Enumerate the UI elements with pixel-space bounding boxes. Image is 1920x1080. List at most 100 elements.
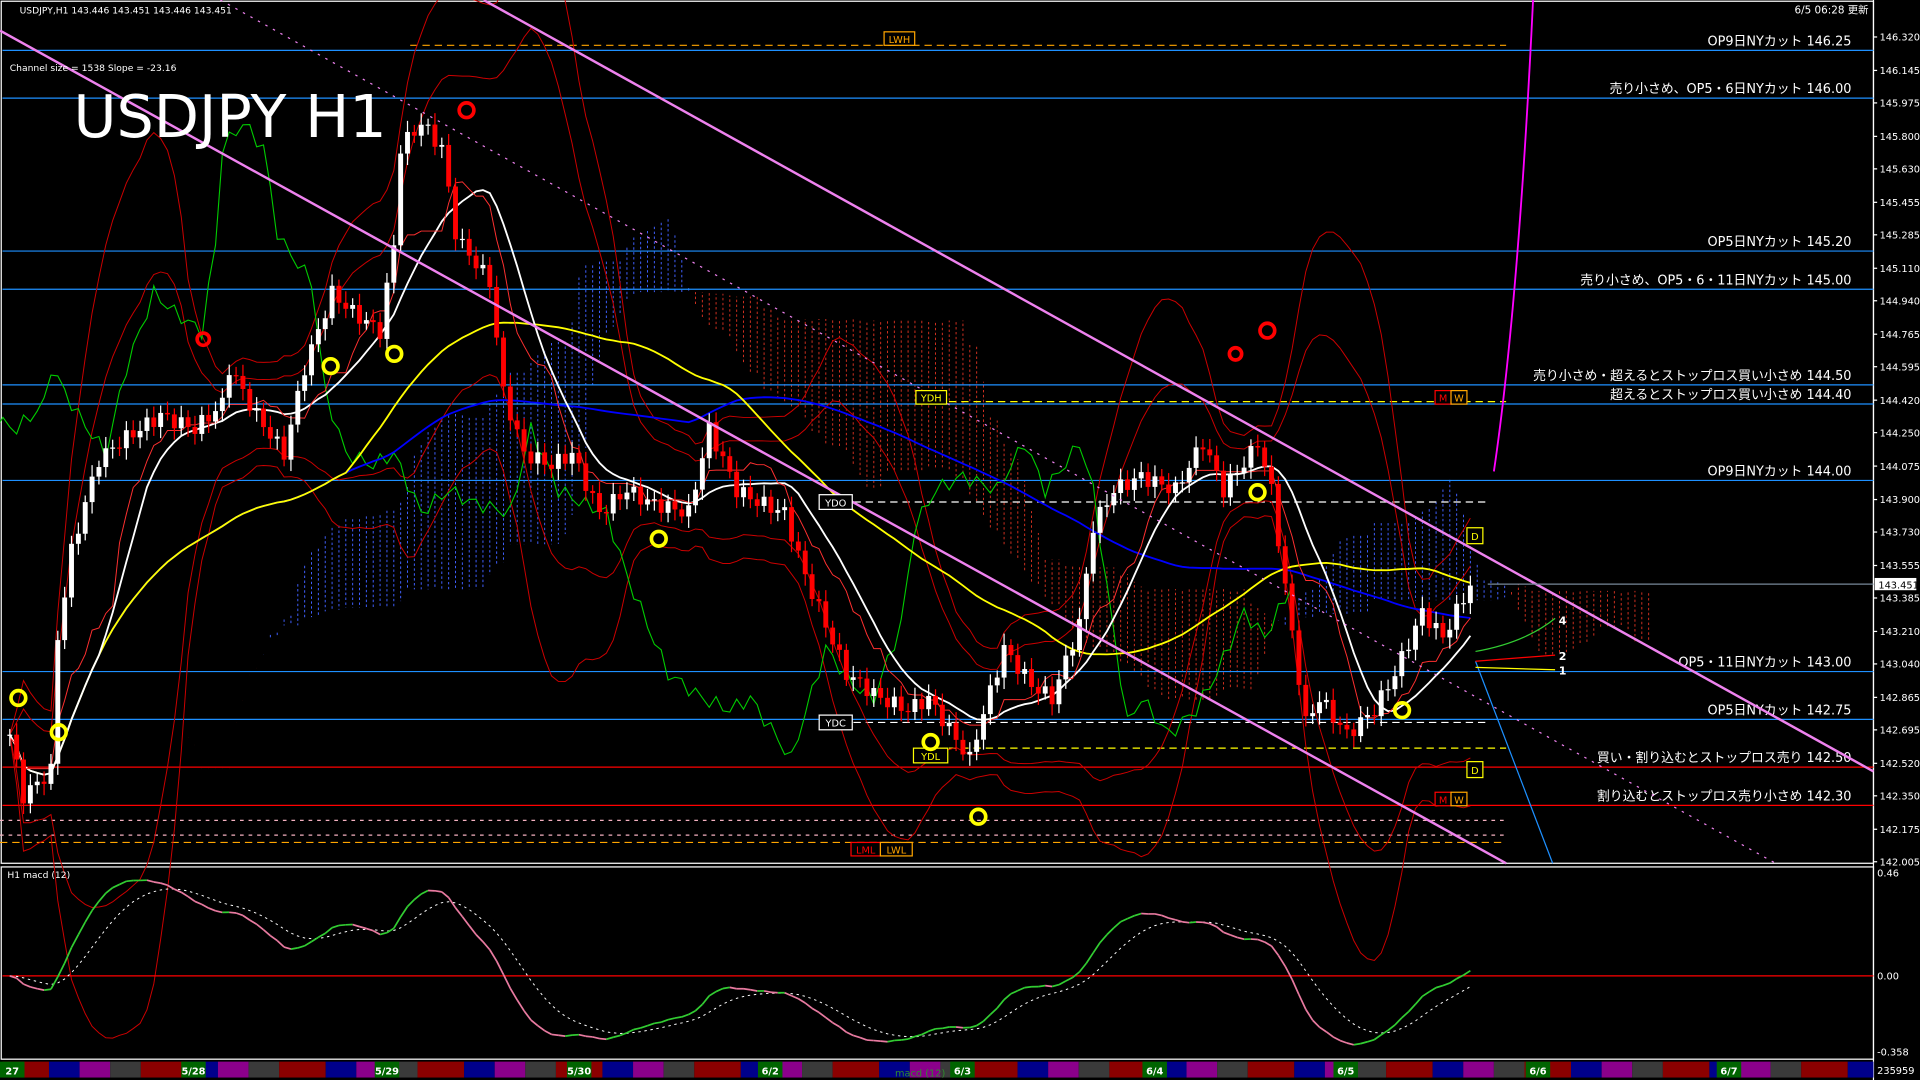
session-block <box>1601 1061 1633 1078</box>
macd-segment <box>372 929 381 936</box>
candle-body <box>165 412 170 415</box>
macd-segment <box>290 947 298 950</box>
macd-segment <box>495 960 505 976</box>
price-axis-label: 144.595 <box>1880 362 1920 373</box>
macd-segment <box>1216 926 1225 933</box>
macd-segment <box>544 1029 552 1036</box>
price-axis: 146.320 146.145 145.975 145.800 145.630 145.4… <box>1873 33 1920 868</box>
candle-body <box>226 375 232 398</box>
channel-upper-line[interactable] <box>483 0 1875 773</box>
macd-segment <box>126 879 134 883</box>
candle-body <box>178 417 184 429</box>
macd-segment <box>1223 931 1231 936</box>
price-axis-label: 142.520 <box>1880 759 1920 770</box>
candle-body <box>357 304 362 324</box>
candle-body <box>782 507 788 511</box>
candle-body <box>912 699 918 713</box>
candle-body <box>898 696 904 711</box>
candle-body <box>679 509 685 517</box>
macd-segment <box>9 975 17 980</box>
price-axis-label: 144.420 <box>1880 396 1920 407</box>
macd-segment <box>1264 941 1272 947</box>
candle-body <box>576 452 582 464</box>
macd-segment <box>1085 952 1094 964</box>
macd-segment <box>1270 945 1280 956</box>
candle-body <box>267 427 273 439</box>
candle-body <box>1159 476 1165 485</box>
macd-segment <box>1038 984 1046 988</box>
macd-segment <box>907 1035 916 1040</box>
date-marker <box>181 1061 206 1078</box>
candle-body <box>1447 629 1453 638</box>
candle-body <box>775 510 781 513</box>
bb-upper-line <box>9 0 1471 735</box>
candle-body <box>1317 702 1322 714</box>
candle-body <box>329 285 335 319</box>
candle-body <box>55 640 61 764</box>
d-box-lower <box>1466 761 1484 779</box>
chikou-line <box>0 123 1293 756</box>
macd-segment <box>98 892 107 902</box>
candle-body <box>843 649 849 680</box>
macd-segment <box>1277 954 1286 967</box>
macd-segment <box>1017 986 1026 992</box>
macd-segment <box>681 1013 689 1018</box>
macd-segment <box>715 987 724 993</box>
candle-body <box>1145 472 1151 487</box>
session-block <box>417 1061 465 1078</box>
candle-body <box>27 785 33 804</box>
buy-signal-icon <box>969 807 988 826</box>
candle-body <box>1221 470 1226 498</box>
macd-segment <box>578 1033 586 1038</box>
candle-body <box>706 422 712 459</box>
channel-lines[interactable] <box>0 0 1875 865</box>
session-block <box>663 1061 695 1078</box>
candle-body <box>507 386 513 421</box>
buy-signal-icon <box>385 344 404 364</box>
candle-body <box>658 499 664 513</box>
candle-body <box>933 695 938 705</box>
symbol-info: USDJPY,H1 143.446 143.451 143.446 143.45… <box>20 5 232 16</box>
session-block <box>1847 1061 1874 1078</box>
macd-segment <box>1010 989 1019 995</box>
macd-segment <box>1257 938 1265 943</box>
macd-segment <box>105 886 114 894</box>
candle-body <box>1467 585 1473 604</box>
session-block <box>325 1061 357 1078</box>
macd-segment <box>352 923 360 928</box>
macd-segment <box>832 1022 840 1028</box>
macd-segment <box>1298 994 1307 1010</box>
candle-body <box>878 688 884 698</box>
candle-body <box>34 781 40 786</box>
price-levels: OP9日NYカット 146.25 売り小さめ、OP5・6日NYカット 146.00… <box>2 34 1874 806</box>
candle-body <box>734 471 740 498</box>
session-block <box>1801 1061 1848 1078</box>
macd-segment <box>1442 982 1451 987</box>
macd-segment <box>194 900 203 906</box>
macd-label: H1 macd (12) <box>7 870 70 881</box>
candle-body <box>789 507 794 542</box>
session-block <box>1662 1061 1710 1078</box>
macd-lines <box>9 879 1471 1046</box>
d-box-upper <box>1466 527 1484 545</box>
candle-body <box>151 417 157 427</box>
channel-lower-line[interactable] <box>0 29 1507 865</box>
candle-body <box>1083 573 1089 620</box>
candle-body <box>926 695 932 710</box>
price-axis-label: 143.385 <box>1880 594 1920 605</box>
macd-segment <box>112 883 120 889</box>
candle-body <box>569 452 575 464</box>
macd-segment <box>982 1013 991 1022</box>
macd-segment <box>50 976 59 990</box>
macd-segment <box>77 921 86 936</box>
macd-segment <box>174 888 182 894</box>
date-label: 5/28 <box>181 1066 205 1077</box>
date-label: 6/7 <box>1720 1066 1737 1077</box>
bb-lower-line <box>9 448 1471 1039</box>
macd-segment <box>37 987 45 991</box>
candle-body <box>446 144 452 187</box>
candle-body <box>1406 649 1412 652</box>
macd-segment <box>461 916 470 927</box>
ydc-label: YDC <box>825 719 847 730</box>
